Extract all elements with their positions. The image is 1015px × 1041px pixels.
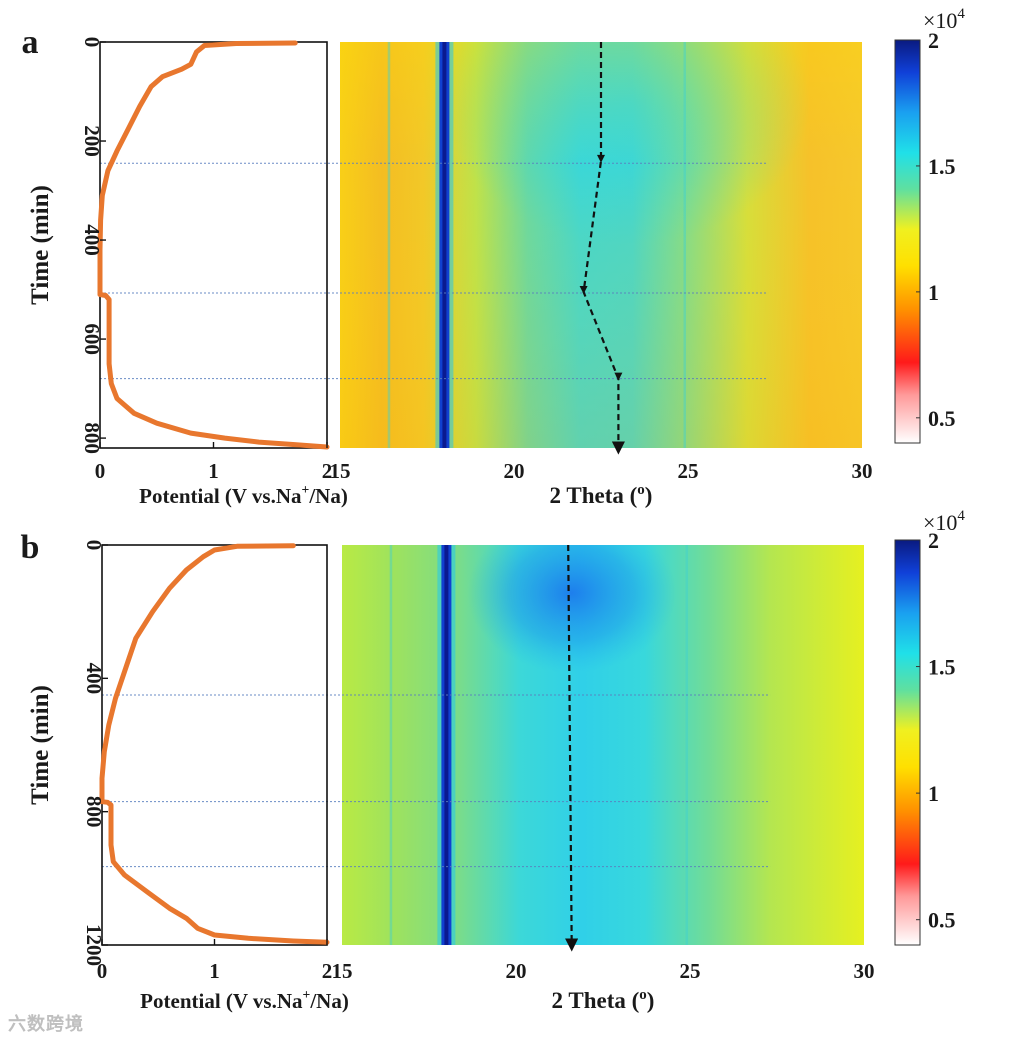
colorbar-b (894, 539, 921, 946)
colorbar-multiplier-a: ×104 (923, 6, 965, 33)
colorbar-tick-a-2: 2 (928, 28, 939, 53)
heatmap-overlay-a (340, 42, 862, 448)
line-xtick-b-0: 0 (97, 959, 108, 983)
heatmap-minor-peak-b-1 (685, 545, 689, 945)
line-xtick-a-0: 0 (95, 459, 106, 483)
line-ytick-a-0: 0 (80, 37, 104, 48)
line-xtick-b-2: 2 (322, 959, 333, 983)
peak-shift-arrow-b (565, 544, 579, 952)
line-ytick-a-800: 800 (80, 422, 104, 454)
colorbar-tick-b-0.5: 0.5 (928, 908, 956, 933)
colorbar-tick-b-1.5: 1.5 (928, 655, 956, 680)
line-ytick-b-800: 800 (82, 796, 106, 828)
colorbar-multiplier-b: ×104 (923, 508, 965, 535)
line-ytick-a-200: 200 (80, 125, 104, 157)
line-xtick-a-1: 1 (208, 459, 219, 483)
line-xtick-b-1: 1 (209, 959, 220, 983)
colorbar-tick-a-1.5: 1.5 (928, 154, 956, 179)
line-xlabel-a: Potential (V vs.Na+/Na) (139, 482, 348, 508)
potential-curve-a (97, 40, 330, 450)
line-xtick-a-2: 2 (322, 459, 333, 483)
heatmap-xtick-a-15: 15 (330, 459, 351, 483)
peak-shift-arrow-head-a-2 (579, 286, 588, 295)
colorbar-tick-a-1: 1 (928, 280, 939, 305)
line-ytick-a-600: 600 (80, 323, 104, 355)
panel-letter-a: a (22, 24, 39, 61)
line-xlabel-b: Potential (V vs.Na+/Na) (140, 987, 349, 1013)
colorbar-tick-b-1: 1 (928, 781, 939, 806)
heatmap-peak-core-a (442, 42, 447, 448)
colorbar-tick-a-0.5: 0.5 (928, 406, 956, 431)
line-ylabel-b: Time (min) (27, 685, 54, 805)
colorbar-tick-b-2: 2 (928, 528, 939, 553)
heatmap-xtick-a-30: 30 (852, 459, 873, 483)
heatmap-xlabel-a: 2 Theta (o) (550, 482, 653, 508)
heatmap-xtick-b-25: 25 (680, 959, 701, 983)
line-ytick-b-0: 0 (82, 540, 106, 551)
heatmap-peak-core-b (444, 545, 449, 945)
heatmap-xtick-b-30: 30 (854, 959, 875, 983)
line-ylabel-a: Time (min) (27, 185, 54, 305)
heatmap-xlabel-b: 2 Theta (o) (552, 987, 655, 1013)
heatmap-minor-peak-a-0 (387, 42, 391, 448)
heatmap-blue-region-b (342, 545, 864, 945)
heatmap-xtick-b-20: 20 (506, 959, 527, 983)
line-ytick-a-400: 400 (80, 224, 104, 256)
colorbar-a (894, 39, 921, 444)
peak-shift-arrow-head-a-3 (614, 372, 623, 381)
heatmap-xtick-a-20: 20 (504, 459, 525, 483)
heatmap-minor-peak-a-1 (683, 42, 687, 448)
peak-shift-arrow-head-a-1 (597, 154, 605, 163)
heatmap-xtick-b-15: 15 (332, 959, 353, 983)
line-ytick-b-1200: 1200 (82, 924, 106, 966)
heatmap-xtick-a-25: 25 (678, 459, 699, 483)
line-plot-frame-a (99, 41, 328, 449)
heatmap-minor-peak-b-0 (389, 545, 393, 945)
potential-curve-b (99, 543, 330, 945)
panel-letter-b: b (21, 529, 40, 566)
watermark-text: 六数跨境 (8, 1014, 84, 1035)
line-ytick-b-400: 400 (82, 663, 106, 695)
